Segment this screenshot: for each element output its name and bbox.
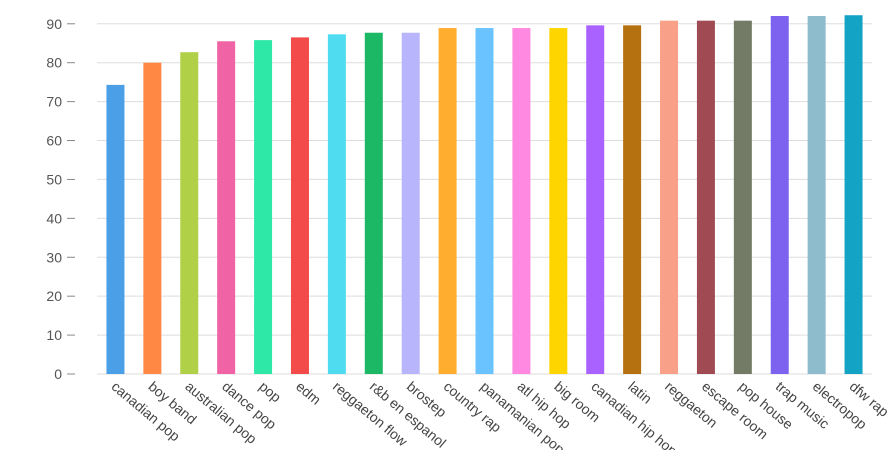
bar-dfw-rap[interactable] (844, 15, 863, 374)
y-tick-label: 30 (46, 249, 62, 265)
bar-edm[interactable] (290, 37, 309, 375)
bar-pop-house[interactable] (733, 20, 752, 375)
bar-canadian-pop[interactable] (106, 84, 125, 374)
bar-canadian-hip-hop[interactable] (586, 25, 605, 374)
bar-trap-music[interactable] (770, 16, 789, 374)
bar-boy-band[interactable] (143, 62, 162, 375)
y-tick-label: 10 (46, 327, 62, 343)
bar-electropop[interactable] (807, 16, 826, 374)
bar-r-b-en-espanol[interactable] (364, 32, 383, 375)
x-tick-label: latin (625, 378, 655, 407)
bars (106, 15, 863, 375)
x-tick-label: pop (256, 378, 284, 405)
bar-big-room[interactable] (549, 28, 568, 374)
y-tick-label: 50 (46, 171, 62, 187)
bar-panamanian-pop[interactable] (475, 28, 494, 374)
x-tick-label: edm (293, 378, 324, 408)
y-tick-label: 90 (46, 16, 62, 32)
bar-latin[interactable] (623, 25, 642, 374)
y-tick-label: 70 (46, 94, 62, 110)
bar-dance-pop[interactable] (217, 41, 236, 374)
bar-australian-pop[interactable] (180, 52, 199, 375)
bar-country-rap[interactable] (438, 28, 457, 374)
y-tick-label: 80 (46, 55, 62, 71)
bar-brostep[interactable] (401, 32, 420, 375)
y-tick-label: 40 (46, 210, 62, 226)
bar-pop[interactable] (254, 40, 273, 374)
y-axis: 0 10 20 30 40 50 60 70 80 90 (46, 16, 75, 382)
y-tick-label: 60 (46, 133, 62, 149)
y-tick-label: 20 (46, 288, 62, 304)
bar-escape-room[interactable] (696, 20, 715, 375)
bar-atl-hip-hop[interactable] (512, 28, 531, 374)
y-tick-label: 0 (54, 366, 62, 382)
bar-reggaeton[interactable] (660, 20, 679, 375)
bar-reggaeton-flow[interactable] (327, 34, 346, 375)
